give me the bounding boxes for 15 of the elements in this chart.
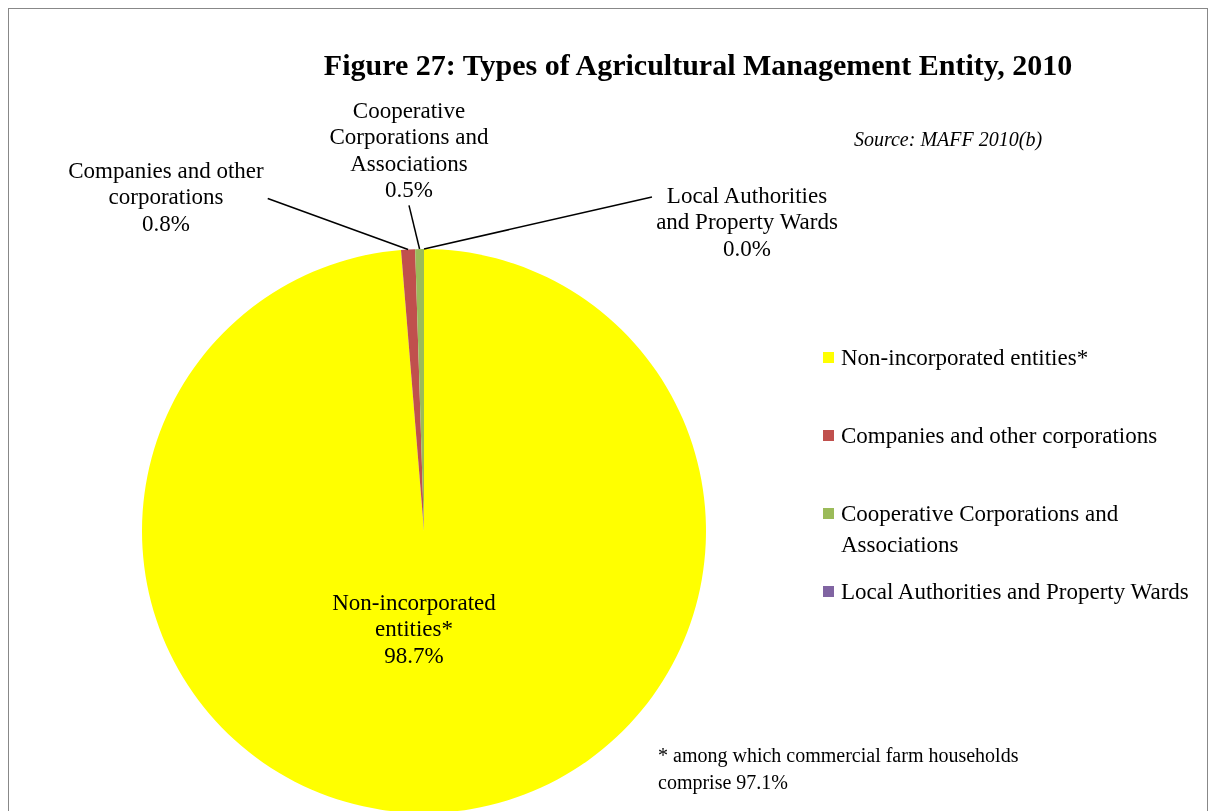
slice-label: Companies and other corporations <box>68 158 265 210</box>
data-label: 98.7% <box>384 642 444 668</box>
data-label: 0.8% <box>142 210 190 236</box>
category-label: Local Authorities and Property Wards <box>656 183 838 235</box>
source-note: Source: MAFF 2010(b) <box>853 128 1043 151</box>
slice-label: Non-incorporated entities* <box>332 590 497 642</box>
legend-label: Local Authorities and Property Wards <box>841 579 1189 604</box>
legend-label: Cooperative Corporations and Associations <box>841 501 1119 557</box>
legend-label: Companies and other corporations <box>841 423 1158 448</box>
legend-label: Non-incorporated entities* <box>841 345 1089 370</box>
text: * among which commercial farm households comprise 97.1% <box>658 744 1019 794</box>
text: 0.0% <box>723 235 771 261</box>
slice-label: Cooperative Corporations and Associations <box>329 98 490 176</box>
data-label: 0.5% <box>385 177 433 203</box>
chart-title: Figure 27: Types of Agricultural Management Entity, 2010 <box>323 48 1073 81</box>
